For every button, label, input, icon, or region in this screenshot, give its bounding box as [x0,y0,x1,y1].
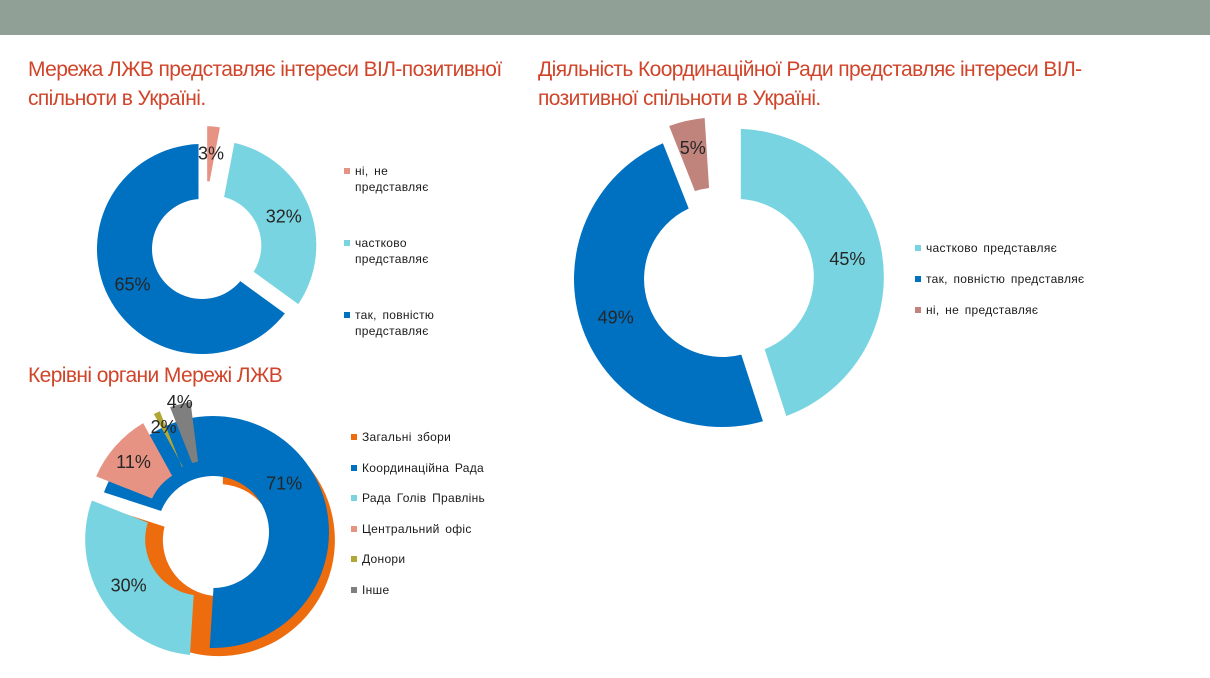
data-label-2-2: 49% [598,307,634,327]
legend-label: Центральний офіс [362,521,472,536]
slice-1-3 [96,144,285,355]
slice-3-5 [153,411,183,468]
legend-label: ні, не представляє [355,164,429,194]
legend-swatch [344,240,350,246]
legend-swatch [351,586,357,593]
data-label-3-3: 30% [111,576,147,596]
legend-label: Координаційна Рада [362,460,484,475]
data-label-3-4: 11% [116,452,151,472]
legend-item: ні, не представляє [915,302,1038,318]
legend-swatch [351,525,357,532]
legend-label: частково представляє [926,241,1058,255]
legend-item: Донори [351,551,405,567]
legend-item: Координаційна Рада [351,460,484,476]
top-bar [0,0,1210,35]
donut-chart-1: 3% 32% 65% [96,126,317,355]
slice-2-3 [669,118,710,192]
data-label-2-3: 5% [680,138,706,158]
legend-swatch [915,276,921,282]
legend-swatch [915,245,921,251]
chart-title-coordination-council: Діяльність Координаційної Ради представл… [538,58,1082,110]
legend-label: Донори [362,552,406,566]
data-label-2-1: 45% [829,249,865,269]
legend-swatch [351,556,357,562]
legend-label: Інше [362,582,390,597]
slice-1-1 [207,126,220,182]
donut-chart-3: 80%71%30%11%2%4% [85,392,335,657]
legend-label: Загальні збори [362,430,452,444]
legend-label: частково представляє [355,236,429,266]
slice-3-6 [170,401,199,464]
slice-2-1 [740,128,884,416]
legend-swatch [344,168,350,174]
legend-label: Рада Голів Правлінь [362,491,486,505]
legend-item: Інше [351,582,389,598]
legend-item: Загальні збори [351,429,451,445]
legend-swatch [351,464,357,471]
chart-title-governing-bodies: Керівні органи Мережі ЛЖВ [28,364,283,387]
legend-item: Центральний офіс [351,521,472,537]
legend-swatch [344,312,350,318]
legend-label: так, повністю представляє [926,272,1085,286]
legend-label: ні, не представляє [926,303,1039,317]
data-label-1-1: 3% [198,143,224,163]
data-label-1-3: 65% [114,274,150,294]
slice-3-4 [96,423,173,499]
legend-item: частково представляє [915,240,1057,256]
data-label-3-6: 4% [167,392,193,412]
legend-label: так, повністю представляє [355,308,435,338]
legend-swatch [915,307,921,313]
legend-item: так, повністю представляє [915,271,1084,287]
slice-1-2 [224,142,317,305]
legend-swatch [351,495,357,501]
legend-item: Рада Голів Правлінь [351,490,485,506]
legend-item: частково представляє [344,235,443,267]
legend-item: ні, не представляє [344,163,443,195]
donut-chart-2: 45% 49% 5% [573,118,884,427]
data-label-3-5: 2% [151,417,177,437]
slice-2-2 [573,143,763,427]
slice-3-3 [85,500,194,655]
legend-item: так, повністю представляє [344,307,443,339]
legend-swatch [351,434,357,440]
data-label-3-2: 71% [266,474,302,494]
data-label-1-2: 32% [266,207,302,227]
chart-title-network: Мережа ЛЖВ представляє інтереси ВІЛ-пози… [28,58,502,110]
